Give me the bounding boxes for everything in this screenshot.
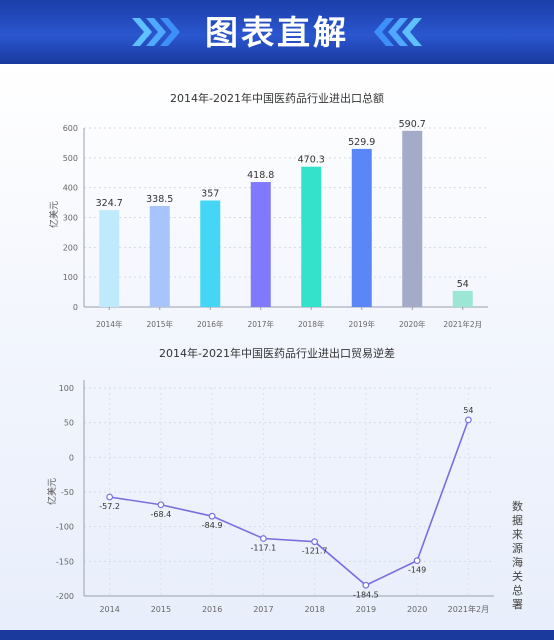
y-tick-label: 300 <box>63 214 78 223</box>
data-label: -68.4 <box>151 510 172 519</box>
bar <box>200 200 221 307</box>
x-tick-label: 2017年 <box>247 319 274 329</box>
data-point <box>311 538 319 546</box>
y-tick-label: 100 <box>63 273 78 282</box>
x-tick-label: 2021年2月 <box>443 319 482 329</box>
x-tick-label: 2018 <box>304 605 324 614</box>
x-tick-label: 2014年 <box>96 319 123 329</box>
data-label: 54 <box>463 406 473 415</box>
x-tick-label: 2016 <box>202 605 222 614</box>
line-chart-title: 2014年-2021年中国医药品行业进出口贸易逆差 <box>159 347 395 360</box>
data-label: 324.7 <box>96 198 123 209</box>
data-label: -84.9 <box>202 521 223 530</box>
x-tick-label: 2018年 <box>298 319 325 329</box>
bar <box>402 130 423 307</box>
content-panel <box>0 64 554 630</box>
y-tick-label: -200 <box>56 592 74 601</box>
data-point <box>413 557 421 565</box>
data-label: -57.2 <box>99 502 120 511</box>
data-label: -149 <box>408 566 426 575</box>
line-chart: 100 50 0 -50 -100 -150 -200 -57.2 2014 -68.4 2015 -… <box>56 380 494 614</box>
y-tick-label: -100 <box>56 523 74 532</box>
bar <box>99 210 120 307</box>
data-label: 54 <box>457 279 469 290</box>
y-tick-label: 100 <box>59 384 74 393</box>
y-tick-label: 50 <box>64 419 74 428</box>
bar <box>452 290 473 307</box>
x-tick-label: 2015年 <box>146 319 173 329</box>
y-tick-label: 400 <box>63 184 78 193</box>
data-label: 357 <box>201 188 219 199</box>
source-note: 数据来源海关总署 <box>512 500 523 611</box>
bar <box>301 166 322 307</box>
y-tick-label: 0 <box>69 453 74 462</box>
data-point <box>157 501 165 509</box>
x-tick-label: 2017 <box>253 605 273 614</box>
y-tick-label: -150 <box>56 557 74 566</box>
x-tick-label: 2020 <box>407 605 427 614</box>
x-tick-label: 2016年 <box>197 319 224 329</box>
header-banner: 图表直解 <box>0 0 554 64</box>
y-tick-label: 600 <box>63 124 78 133</box>
x-tick-label: 2015 <box>151 605 171 614</box>
x-tick-label: 2019 <box>356 605 376 614</box>
page-title: 图表直解 <box>205 13 349 52</box>
data-label: 529.9 <box>348 137 375 148</box>
x-tick-label: 2021年2月 <box>448 604 489 614</box>
y-tick-label: 0 <box>73 303 78 312</box>
data-label: 470.3 <box>298 155 325 166</box>
data-label: 338.5 <box>146 194 173 205</box>
data-label: -117.1 <box>250 544 276 553</box>
x-tick-label: 2020年 <box>399 319 426 329</box>
chevron-left-icon <box>374 18 422 46</box>
bar <box>149 206 170 307</box>
data-point <box>259 535 267 542</box>
data-label: 590.7 <box>399 119 426 130</box>
y-tick-label: 500 <box>63 154 78 163</box>
data-label: -184.5 <box>353 590 379 599</box>
data-point <box>106 493 114 501</box>
x-tick-label: 2014 <box>99 605 119 614</box>
series-line <box>109 419 470 587</box>
bar-chart-title: 2014年-2021年中国医药品行业进出口总额 <box>170 92 384 105</box>
data-point <box>208 512 216 520</box>
data-point <box>362 581 370 589</box>
data-label: 418.8 <box>247 170 274 181</box>
data-point <box>464 416 472 424</box>
bar-chart: 0 100 200 300 400 500 600 324.7 2014年 338.5 2015年 3… <box>63 119 488 329</box>
y-tick-label: 200 <box>63 243 78 252</box>
chevron-right-icon <box>132 18 180 46</box>
x-tick-label: 2019年 <box>348 319 375 329</box>
y-tick-label: -50 <box>61 488 74 497</box>
bar <box>351 148 372 307</box>
data-label: -121.7 <box>302 547 328 556</box>
bar <box>250 182 271 307</box>
footer-bar <box>0 630 554 640</box>
